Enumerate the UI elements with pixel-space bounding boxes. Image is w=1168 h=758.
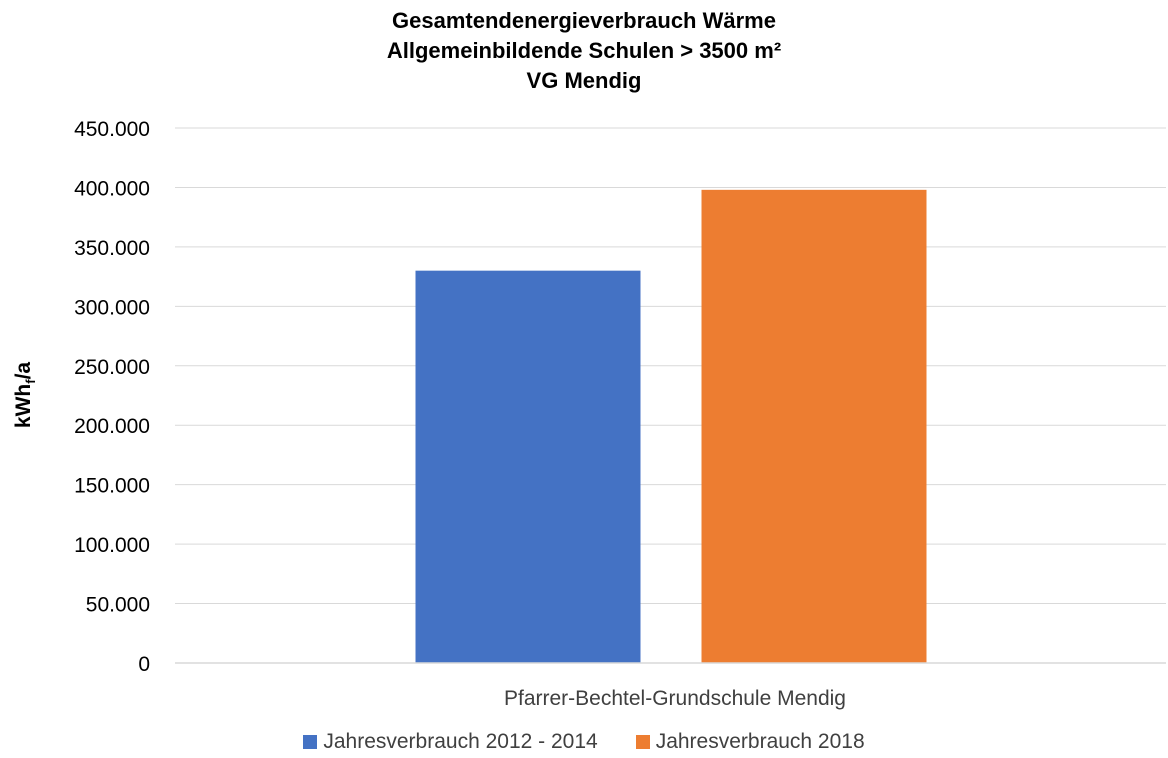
y-axis-label: kWhf/a	[12, 362, 38, 429]
y-tick-label: 0	[138, 653, 150, 676]
y-axis-label-tail: /a	[12, 362, 35, 380]
y-tick-label: 50.000	[86, 594, 150, 617]
legend-swatch-2018	[635, 735, 650, 749]
y-tick-label: 200.000	[74, 415, 150, 438]
legend: Jahresverbrauch 2012 - 2014 Jahresverbra…	[0, 728, 1168, 756]
legend-label-2012-2014: Jahresverbrauch 2012 - 2014	[323, 730, 598, 753]
y-axis-label-sub: f	[23, 379, 38, 384]
bar-2018	[701, 189, 927, 664]
y-tick-label: 350.000	[74, 237, 150, 260]
y-tick-label: 250.000	[74, 356, 150, 379]
gridlines	[175, 127, 1166, 605]
bar-2012-2014	[415, 270, 641, 663]
legend-item-2018: Jahresverbrauch 2018	[635, 728, 865, 756]
legend-swatch-2012-2014	[303, 735, 318, 749]
chart-title-line-1: Gesamtendenergieverbrauch Wärme	[392, 8, 776, 33]
y-tick-label: 450.000	[74, 118, 150, 141]
y-axis-label-main: kWh	[12, 384, 35, 428]
y-tick-label: 400.000	[74, 177, 150, 200]
chart-title-line-2: Allgemeinbildende Schulen > 3500 m²	[386, 38, 782, 63]
chart-title: Gesamtendenergieverbrauch Wärme Allgemei…	[0, 6, 1168, 96]
y-tick-label: 150.000	[74, 475, 150, 498]
y-tick-label: 100.000	[74, 534, 150, 557]
y-tick-label: 300.000	[74, 296, 150, 319]
legend-item-2012-2014: Jahresverbrauch 2012 - 2014	[303, 728, 598, 756]
chart-title-line-3: VG Mendig	[526, 68, 642, 93]
y-axis-ticks: 0 50.000 100.000 150.000 200.000 250.000 300.0…	[74, 118, 150, 676]
x-category-label: Pfarrer-Bechtel-Grundschule Mendig	[504, 687, 846, 710]
bars	[415, 189, 927, 664]
legend-label-2018: Jahresverbrauch 2018	[655, 730, 865, 753]
